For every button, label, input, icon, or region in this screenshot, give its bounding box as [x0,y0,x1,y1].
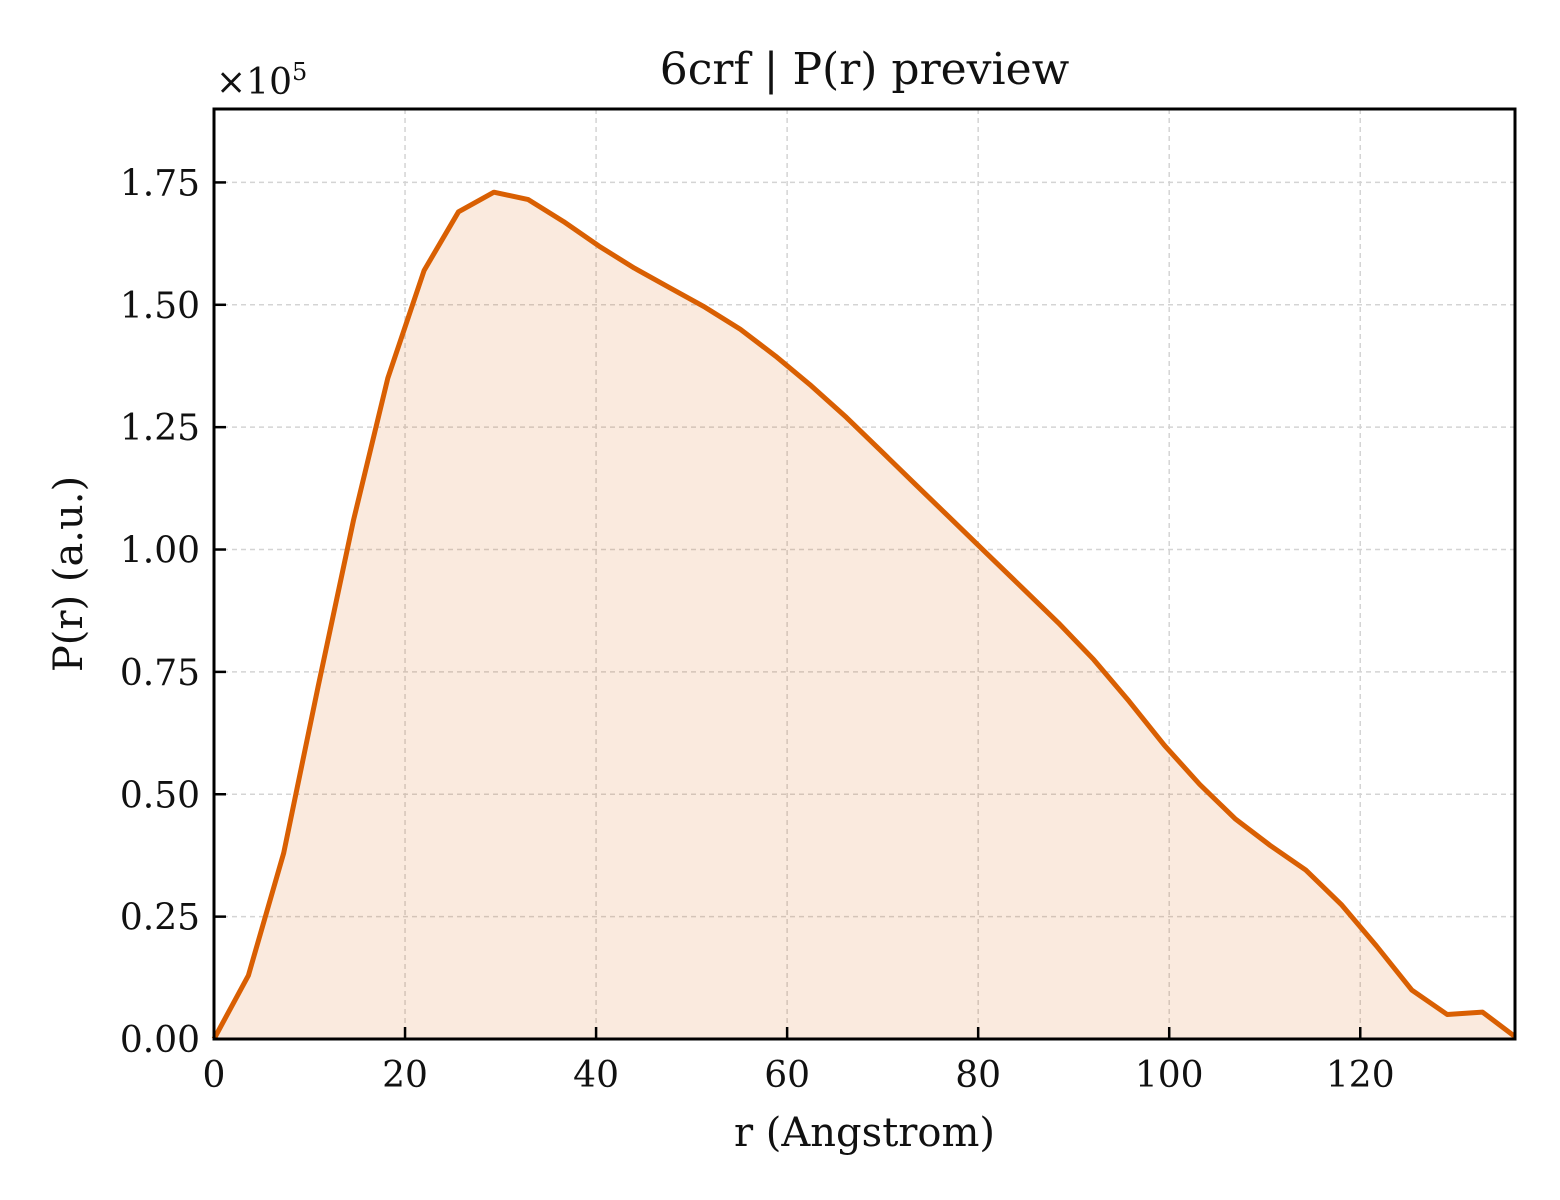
pr-series-line [211,189,1517,1041]
x-tick-label: 20 [382,1055,428,1096]
y-multiplier-exponent: 5 [292,58,307,86]
ticks: 0 20 40 60 80 100 120 0.00 0.25 0.50 0.75 1.00 1.25 1… [120,163,1395,1096]
y-tick-label: 1.50 [120,286,200,327]
y-tick-label: 1.00 [120,531,200,572]
pr-area-fill [214,192,1515,1039]
chart-title: 6crf | P(r) preview [660,44,1070,95]
grid [214,109,1515,1039]
y-axis-label: P(r) (a.u.) [46,476,92,672]
x-tick-label: 40 [573,1055,619,1096]
y-multiplier-base: ×10 [216,62,292,103]
y-tick-label: 0.00 [120,1020,200,1061]
y-tick-label: 0.50 [120,775,200,816]
plot-frame [212,107,1517,1041]
x-tick-label: 100 [1135,1055,1204,1096]
x-tick-label: 80 [955,1055,1001,1096]
x-axis-label: r (Angstrom) [734,1110,995,1156]
y-tick-label: 1.75 [120,163,200,204]
y-axis-multiplier: ×105 [216,58,307,103]
x-tick-label: 60 [764,1055,810,1096]
x-tick-label: 120 [1326,1055,1395,1096]
x-tick-label: 0 [203,1055,226,1096]
y-tick-label: 0.25 [120,898,200,939]
y-tick-label: 0.75 [120,653,200,694]
y-tick-label: 1.25 [120,408,200,449]
